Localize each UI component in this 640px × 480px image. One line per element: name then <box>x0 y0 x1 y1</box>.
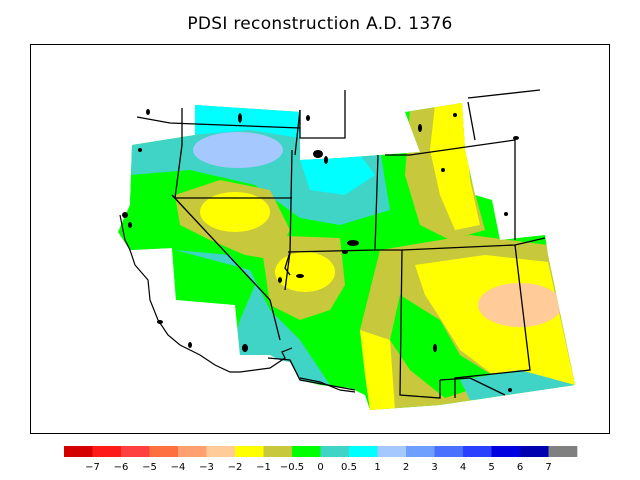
boundary-mt-wy <box>299 90 346 139</box>
lake-6 <box>138 148 142 152</box>
lake-22 <box>278 277 282 283</box>
lake-13 <box>513 136 519 140</box>
field-green-se-wedge <box>390 295 500 398</box>
boundary-ca-nv <box>171 194 281 341</box>
field-yellow-nw <box>200 192 270 232</box>
lakes <box>122 109 519 392</box>
field-yellow-ne <box>430 103 480 230</box>
lake-20 <box>508 388 512 392</box>
field-cyan-mid <box>300 155 375 195</box>
lake-16 <box>433 344 437 352</box>
lake-10 <box>342 250 348 254</box>
lake-9 <box>347 240 359 246</box>
lake-14 <box>504 212 508 216</box>
boundary-ok-tx <box>454 244 531 398</box>
boundary-co-nm <box>375 249 441 399</box>
boundary-id-mt <box>174 108 292 199</box>
boundary-nm-tx <box>439 377 506 396</box>
lake-1 <box>146 109 150 115</box>
lake-8 <box>128 222 132 228</box>
lake-17 <box>242 344 248 352</box>
lake-18 <box>188 342 192 348</box>
pdsi-field <box>118 103 575 410</box>
lake-4 <box>313 150 323 158</box>
lake-7 <box>122 212 128 218</box>
field-teal-sw <box>175 250 330 385</box>
lake-3 <box>306 115 310 121</box>
coastline <box>119 214 356 393</box>
field-bluegrey-blob <box>193 132 283 168</box>
field-yellow-south <box>360 330 395 410</box>
boundary-or-wa <box>136 116 301 129</box>
lake-12 <box>453 113 457 117</box>
lake-19 <box>157 320 163 324</box>
lake-5 <box>324 156 328 164</box>
coast-baja <box>239 347 293 373</box>
coast-pacific <box>119 214 240 373</box>
lake-2 <box>238 113 242 123</box>
map-title: PDSI reconstruction A.D. 1376 <box>187 14 453 34</box>
coast-gulf <box>299 377 356 393</box>
boundary-ut-az <box>284 251 291 276</box>
field-peach-se <box>478 283 562 327</box>
boundary-dakota <box>467 89 541 141</box>
boundary-wy <box>294 109 301 156</box>
lake-21 <box>296 274 304 278</box>
field-yellow-central <box>275 252 335 292</box>
lake-11 <box>418 124 422 132</box>
boundary-ne-ks <box>385 139 516 240</box>
field-teal-south <box>460 370 575 400</box>
lake-15 <box>441 168 445 172</box>
